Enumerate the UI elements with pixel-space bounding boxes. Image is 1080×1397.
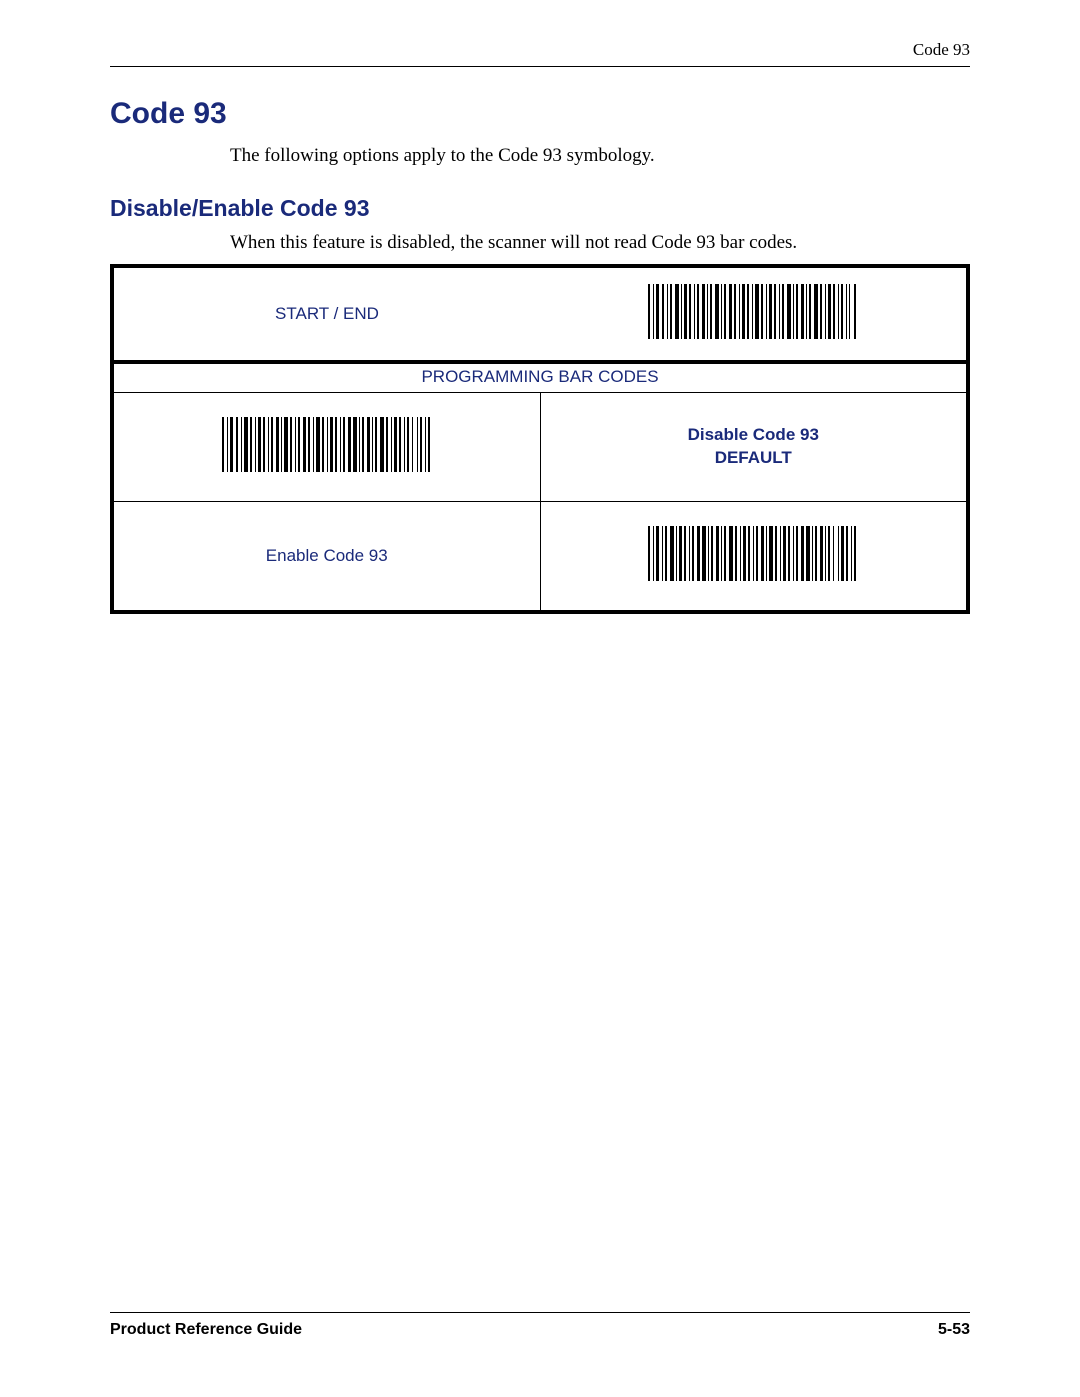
- section-title: Code 93: [110, 97, 970, 131]
- option-label-line1: Enable Code 93: [266, 546, 388, 565]
- barcode-icon: [222, 417, 432, 472]
- programming-header-label: PROGRAMMING BAR CODES: [112, 362, 968, 393]
- barcode-icon: [648, 284, 858, 339]
- start-end-label: START / END: [112, 266, 540, 362]
- running-head: Code 93: [110, 40, 970, 67]
- option-label: Disable Code 93 DEFAULT: [540, 393, 968, 502]
- start-end-row: START / END: [112, 266, 968, 362]
- table-row: Disable Code 93 DEFAULT: [112, 393, 968, 502]
- footer-right: 5-53: [938, 1321, 970, 1339]
- option-barcode-cell: [112, 393, 540, 502]
- option-label-line1: Disable Code 93: [688, 425, 819, 444]
- table-row: Enable Code 93: [112, 502, 968, 613]
- option-barcode-cell: [540, 502, 968, 613]
- option-label-line2: DEFAULT: [715, 448, 792, 467]
- barcode-icon: [648, 526, 858, 581]
- barcode-table: START / END PROGRAMMING BAR CODES: [110, 264, 970, 614]
- page-footer: Product Reference Guide 5-53: [110, 1312, 970, 1339]
- feature-title: Disable/Enable Code 93: [110, 195, 970, 222]
- section-intro: The following options apply to the Code …: [230, 145, 970, 167]
- programming-header-row: PROGRAMMING BAR CODES: [112, 362, 968, 393]
- feature-description: When this feature is disabled, the scann…: [230, 232, 970, 254]
- start-end-barcode-cell: [540, 266, 968, 362]
- footer-left: Product Reference Guide: [110, 1321, 302, 1339]
- option-label: Enable Code 93: [112, 502, 540, 613]
